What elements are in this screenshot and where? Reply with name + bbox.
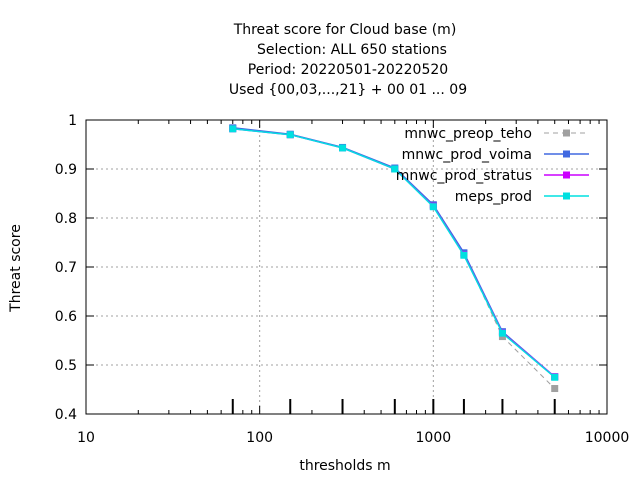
legend-label: mnwc_prod_voima xyxy=(402,147,532,163)
data-point xyxy=(551,373,559,381)
threshold-markers xyxy=(231,399,556,414)
series-meps_prod xyxy=(229,125,559,381)
y-tick-label: 0.8 xyxy=(55,211,77,227)
data-point xyxy=(460,251,468,259)
x-tick-label: 1000 xyxy=(416,430,452,446)
y-tick-label: 0.5 xyxy=(55,358,77,374)
title-line: Used {00,03,...,21} + 00 01 ... 09 xyxy=(229,82,467,98)
axes: 0.4 0.5 0.6 0.7 0.8 0.9 1 10 100 1000 10000 xyxy=(55,113,630,446)
y-tick-label: 0.6 xyxy=(55,309,77,325)
title-line: Selection: ALL 650 stations xyxy=(257,42,447,58)
series xyxy=(229,124,559,393)
x-tick-label: 10 xyxy=(77,430,95,446)
series-mnwc_prod_stratus xyxy=(229,125,559,381)
data-point xyxy=(286,131,294,139)
data-point xyxy=(429,203,437,211)
data-point xyxy=(391,165,399,173)
y-tick-label: 0.7 xyxy=(55,260,77,276)
legend-marker xyxy=(563,171,570,179)
y-tick-label: 1 xyxy=(68,113,77,129)
legend-marker xyxy=(563,150,570,158)
series-line xyxy=(232,128,556,378)
legend-marker xyxy=(563,192,570,200)
data-point xyxy=(229,125,237,133)
x-tick-label: 10000 xyxy=(585,430,630,446)
legend: mnwc_preop_teho mnwc_prod_voima mnwc_prod_… xyxy=(396,126,589,205)
x-axis-label: thresholds m xyxy=(299,458,390,474)
legend-marker xyxy=(563,129,570,137)
data-point xyxy=(551,385,559,393)
y-tick-label: 0.4 xyxy=(55,407,77,423)
y-axis-label: Threat score xyxy=(8,224,24,313)
title-line: Threat score for Cloud base (m) xyxy=(233,22,457,38)
legend-label: mnwc_preop_teho xyxy=(404,126,532,142)
x-tick-label: 100 xyxy=(246,430,273,446)
legend-label: mnwc_prod_stratus xyxy=(396,168,532,184)
data-point xyxy=(339,144,347,152)
data-point xyxy=(498,329,506,337)
grid xyxy=(86,120,607,414)
chart-title: Threat score for Cloud base (m) Selection… xyxy=(229,22,467,98)
legend-label: meps_prod xyxy=(455,189,532,205)
title-line: Period: 20220501-20220520 xyxy=(248,62,448,78)
y-tick-label: 0.9 xyxy=(55,162,77,178)
